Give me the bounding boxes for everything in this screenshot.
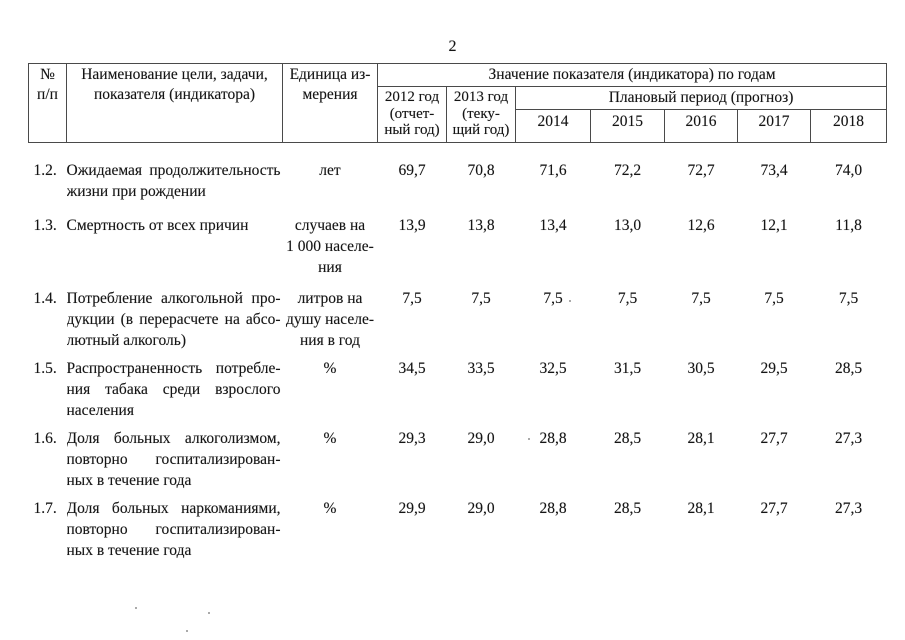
- cell-value: 29,3: [398, 430, 426, 447]
- table-row: 1.7. Доля больных наркоманиями, повторно г…: [29, 498, 887, 568]
- cell-value: 33,5: [467, 360, 495, 377]
- header-plan-title: Плановый период (прогноз): [514, 86, 888, 110]
- cell-value: 12,1: [760, 217, 788, 234]
- header-year-2018: 2018: [809, 109, 888, 143]
- cell-value: 7,5: [691, 290, 711, 307]
- scan-speck: [208, 612, 210, 614]
- cell-unit: литров на душу населе- ния в год: [285, 290, 375, 349]
- cell-row-number: 1.5.: [33, 360, 57, 377]
- scan-speck: [186, 630, 188, 632]
- cell-unit: случаев на 1 000 населе- ния: [286, 217, 374, 276]
- cell-row-number: 1.6.: [33, 430, 57, 447]
- header-indicator-name: Наименование цели, задачи, показателя (и…: [66, 63, 283, 143]
- table-row: 1.2. Ожидаемая продолжительность жизни при…: [29, 143, 887, 216]
- cell-value: 27,3: [834, 430, 863, 447]
- cell-value: 73,4: [760, 162, 788, 179]
- cell-value: 27,3: [834, 500, 863, 517]
- cell-value: 11,8: [835, 217, 862, 234]
- cell-indicator-name: Доля больных алкоголизмом, повторно госпи…: [66, 430, 281, 489]
- indicators-table: № п/п Наименование цели, задачи, показат…: [28, 63, 888, 569]
- cell-indicator-name: Ожидаемая продолжительность жизни при рож…: [66, 162, 281, 200]
- table-body: 1.2. Ожидаемая продолжительность жизни при…: [29, 143, 887, 569]
- header-year-2015: 2015: [590, 109, 665, 143]
- cell-value: 13,0: [613, 217, 642, 234]
- table-header: № п/п Наименование цели, задачи, показат…: [28, 63, 888, 143]
- cell-value: 7,5: [764, 290, 784, 307]
- header-year-2013: 2013 год (теку- щий год): [446, 86, 516, 143]
- cell-value: 70,8: [467, 162, 495, 179]
- cell-value: 31,5: [613, 360, 642, 377]
- header-year-2012: 2012 год (отчет- ный год): [377, 86, 447, 143]
- cell-row-number: 1.2.: [33, 162, 57, 179]
- cell-unit: лет: [319, 162, 341, 179]
- table-row: 1.6. Доля больных алкоголизмом, повторно г…: [29, 428, 887, 498]
- cell-value: 28,8: [539, 430, 567, 447]
- cell-row-number: 1.7.: [33, 500, 57, 517]
- cell-indicator-name: Распространенность потребле-ния табака с…: [66, 360, 281, 419]
- header-year-2017: 2017: [737, 109, 811, 143]
- cell-value: 72,2: [613, 162, 642, 179]
- cell-row-number: 1.4.: [33, 290, 57, 307]
- cell-value: 69,7: [398, 162, 426, 179]
- cell-value: 28,1: [687, 430, 715, 447]
- cell-value: 7,5: [471, 290, 491, 307]
- cell-value: 71,6: [539, 162, 567, 179]
- cell-value: 29,5: [760, 360, 788, 377]
- header-values-title: Значение показателя (индикатора) по года…: [376, 63, 888, 87]
- cell-row-number: 1.3.: [33, 217, 57, 234]
- cell-unit: %: [323, 430, 337, 447]
- cell-unit: %: [323, 360, 337, 377]
- cell-value: 7,5: [838, 290, 859, 307]
- cell-value: 28,5: [613, 500, 642, 517]
- header-row-number: № п/п: [28, 63, 67, 143]
- scan-speck: [135, 607, 137, 609]
- cell-value: 27,7: [760, 430, 788, 447]
- table-row: 1.3. Смертность от всех причин случаев на …: [29, 215, 887, 288]
- cell-indicator-name: Смертность от всех причин: [66, 217, 249, 234]
- cell-value: 7,5: [617, 290, 638, 307]
- cell-unit: %: [323, 500, 337, 517]
- cell-value: 28,1: [687, 500, 715, 517]
- scan-speck: [569, 300, 571, 302]
- table-row: 1.5. Распространенность потребле-ния таба…: [29, 358, 887, 428]
- cell-value: 28,5: [834, 360, 863, 377]
- header-year-2014: 2014: [515, 109, 591, 143]
- cell-value: 34,5: [398, 360, 426, 377]
- cell-value: 13,9: [398, 217, 426, 234]
- cell-indicator-name: Доля больных наркоманиями, повторно госпи…: [66, 500, 281, 559]
- cell-value: 13,8: [467, 217, 495, 234]
- cell-value: 7,5: [543, 290, 563, 307]
- cell-value: 28,8: [539, 500, 567, 517]
- cell-value: 7,5: [402, 290, 422, 307]
- header-year-2016: 2016: [664, 109, 738, 143]
- table-row: 1.4. Потребление алкогольной про-дукции (…: [29, 288, 887, 358]
- header-unit: Единица из- мерения: [282, 63, 378, 143]
- cell-value: 29,0: [467, 500, 495, 517]
- page-number: 2: [448, 38, 457, 55]
- cell-value: 32,5: [539, 360, 567, 377]
- cell-value: 28,5: [613, 430, 642, 447]
- cell-indicator-name: Потребление алкогольной про-дукции (в пе…: [66, 290, 281, 349]
- cell-value: 72,7: [687, 162, 715, 179]
- cell-value: 29,9: [398, 500, 426, 517]
- cell-value: 12,6: [687, 217, 715, 234]
- cell-value: 29,0: [467, 430, 495, 447]
- cell-value: 30,5: [687, 360, 715, 377]
- cell-value: 74,0: [834, 162, 863, 179]
- cell-value: 13,4: [539, 217, 567, 234]
- cell-value: 27,7: [760, 500, 788, 517]
- scan-speck: [528, 438, 530, 440]
